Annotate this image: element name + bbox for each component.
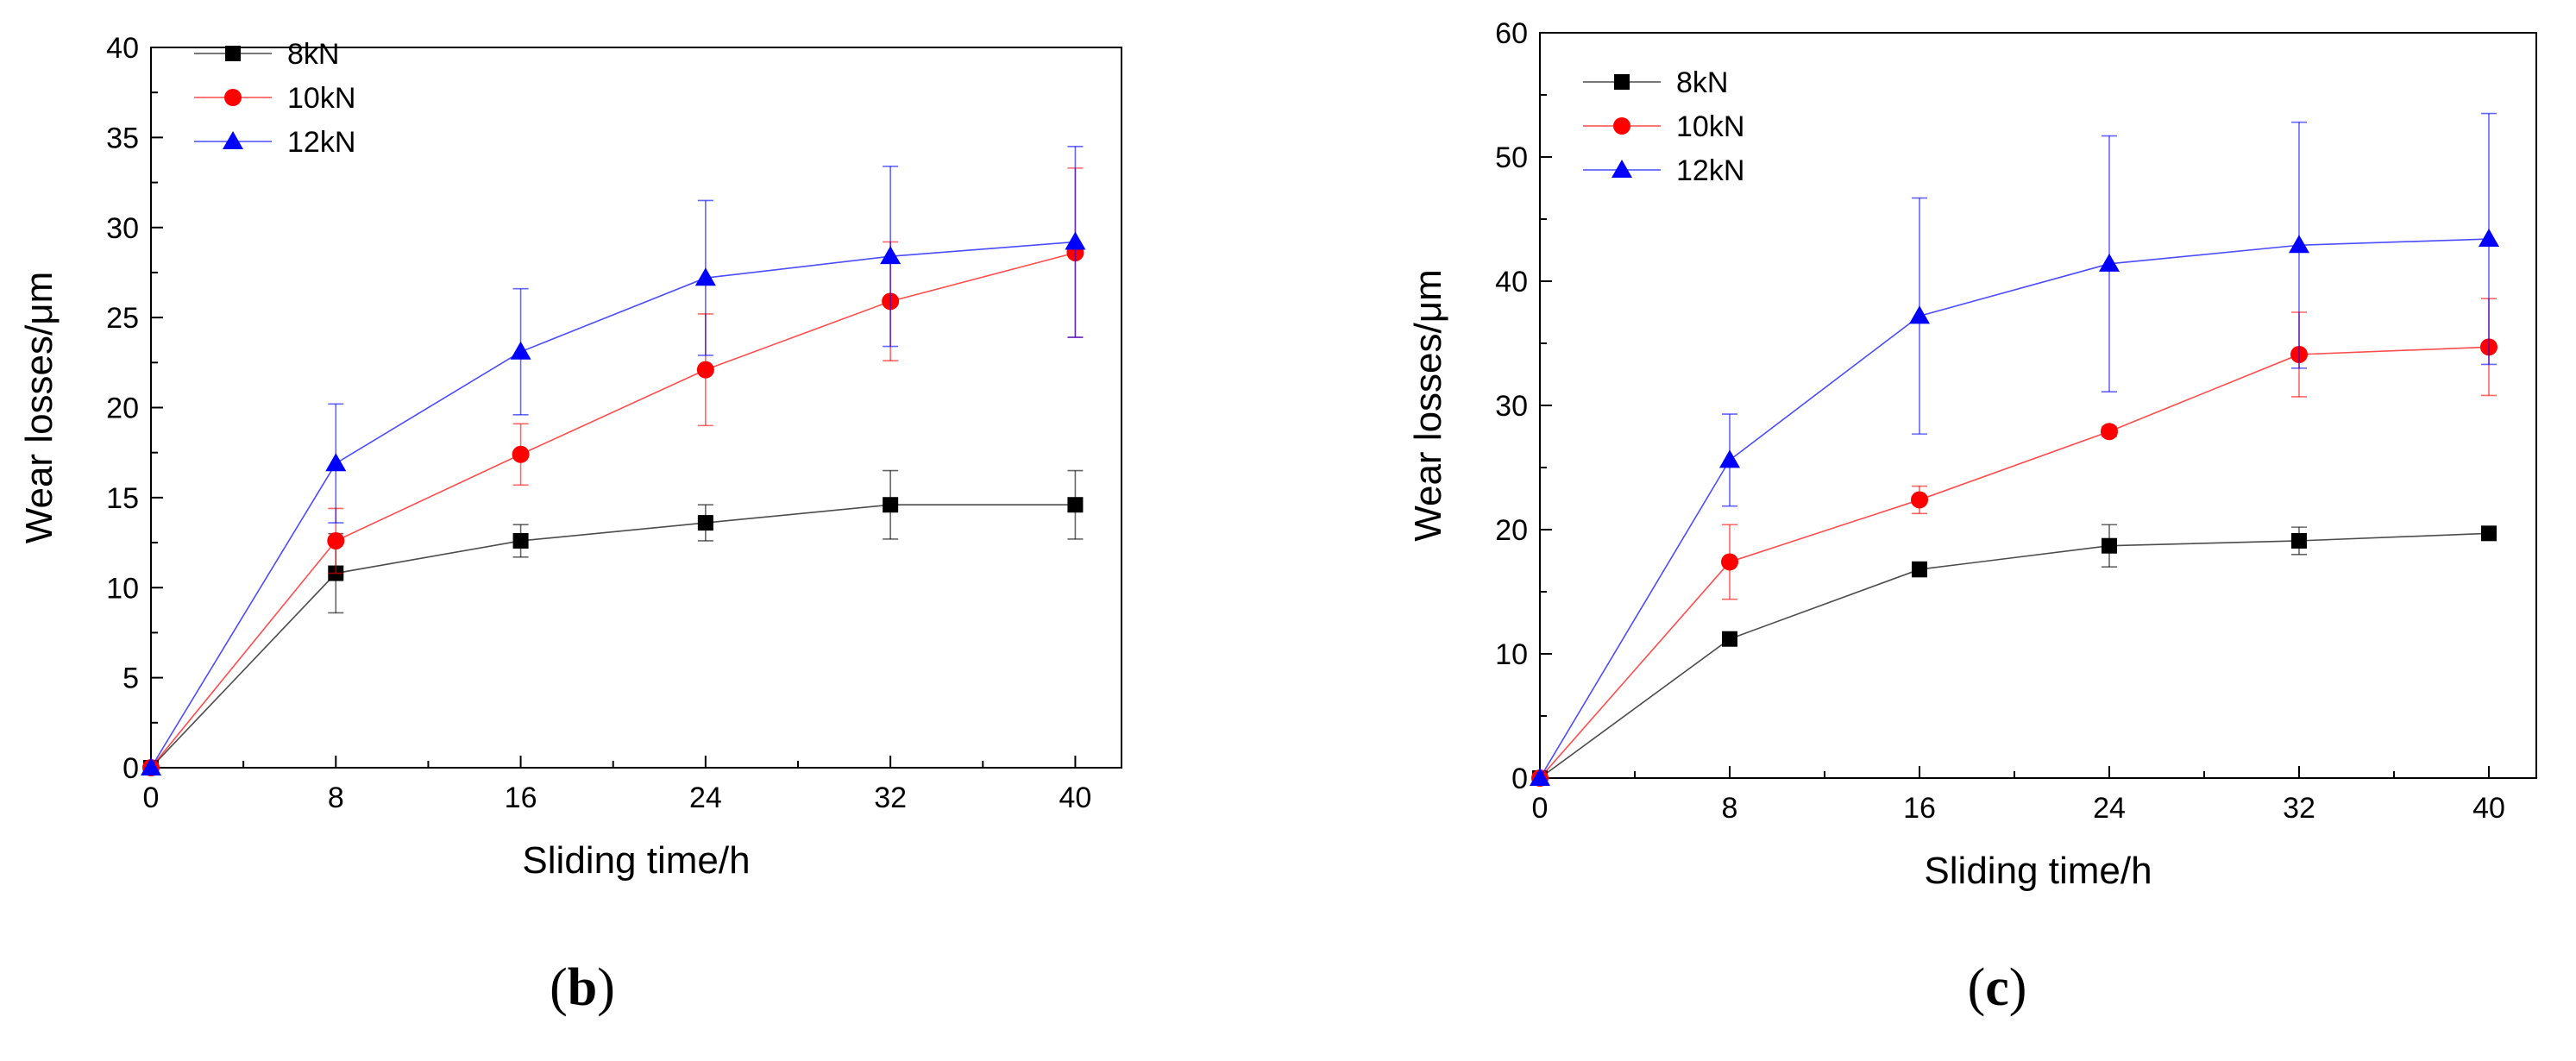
- series-line-8kN: [1539, 532, 2490, 779]
- x-axis-title: Sliding time/h: [1924, 850, 2152, 892]
- y-tick-label: 40: [106, 32, 139, 65]
- series-line-8kN: [150, 504, 1076, 769]
- y-tick-label: 40: [1495, 266, 1528, 298]
- legend-marker-8kN: [1614, 74, 1630, 90]
- data-point-8kN: [697, 515, 713, 531]
- data-point-8kN: [1722, 631, 1737, 647]
- panel-caption: (b): [550, 958, 615, 1017]
- data-point-10kN: [2101, 423, 2118, 441]
- series-8kN: [1532, 524, 2497, 786]
- series-12kN: [1530, 112, 2499, 786]
- y-tick-label: 20: [106, 392, 139, 425]
- chart-panel-c: 0 8 16 24 32 40 0 10 20 30 40 50 60 Sliding time/h Wea…: [1407, 17, 2537, 1017]
- legend-label-10kN: 10kN: [1676, 110, 1744, 143]
- series-line-12kN: [150, 241, 1076, 769]
- series-12kN: [141, 146, 1086, 775]
- data-point-12kN: [325, 453, 347, 472]
- data-point-8kN: [883, 497, 899, 513]
- legend: 8kN 10kN 12kN: [194, 38, 355, 159]
- y-tick-label: 35: [106, 122, 139, 154]
- data-point-12kN: [694, 267, 716, 286]
- series-10kN: [142, 167, 1084, 776]
- y-tick-label: 50: [1495, 141, 1528, 174]
- legend-marker-10kN: [224, 89, 242, 106]
- series-line-12kN: [1539, 238, 2490, 779]
- series-line-10kN: [150, 252, 1076, 769]
- data-point-8kN: [2291, 532, 2307, 549]
- legend-label-8kN: 8kN: [287, 38, 339, 71]
- panel-caption: (c): [1968, 958, 2027, 1017]
- x-tick-label: 0: [1532, 792, 1549, 825]
- data-point-12kN: [2099, 253, 2120, 272]
- x-tick-label: 40: [2472, 792, 2505, 825]
- x-tick-label: 24: [689, 782, 722, 814]
- data-point-12kN: [2289, 235, 2309, 254]
- y-axis-title: Wear losses/μm: [1407, 269, 1449, 542]
- series-8kN: [143, 469, 1084, 775]
- data-point-10kN: [327, 531, 345, 549]
- data-point-10kN: [696, 361, 714, 379]
- data-point-12kN: [2479, 229, 2499, 248]
- legend: 8kN 10kN 12kN: [1583, 66, 1744, 187]
- x-tick-label: 16: [505, 782, 537, 814]
- data-point-8kN: [2481, 525, 2497, 542]
- y-tick-label: 0: [123, 752, 139, 785]
- x-tick-label: 0: [143, 782, 160, 814]
- legend-marker-8kN: [225, 46, 241, 61]
- data-point-8kN: [512, 532, 529, 549]
- y-tick-label: 0: [1511, 763, 1528, 795]
- y-tick-label: 60: [1495, 17, 1528, 50]
- x-tick-label: 8: [328, 782, 344, 814]
- legend-marker-10kN: [1613, 117, 1630, 135]
- data-point-10kN: [1721, 553, 1738, 571]
- data-point-12kN: [1065, 231, 1086, 250]
- y-tick-label: 15: [106, 482, 139, 515]
- legend-label-10kN: 10kN: [287, 82, 355, 115]
- x-axis-title: Sliding time/h: [522, 839, 750, 882]
- y-tick-label: 5: [123, 662, 139, 695]
- series-line-10kN: [1539, 346, 2490, 779]
- data-point-10kN: [512, 445, 530, 463]
- chart-panel-b: 0 8 16 24 32 40 0 5 10 15 20 25 30 35 40 Sliding time/h…: [18, 32, 1122, 1017]
- x-tick-label: 8: [1722, 792, 1738, 825]
- legend-label-12kN: 12kN: [287, 126, 355, 159]
- plot-frame: [1539, 32, 2537, 779]
- x-tick-label: 40: [1059, 782, 1092, 814]
- legend-label-8kN: 8kN: [1676, 66, 1728, 99]
- data-point-8kN: [2102, 537, 2117, 554]
- x-tick-label: 32: [2283, 792, 2315, 825]
- y-tick-label: 30: [106, 212, 139, 245]
- x-tick-label: 24: [2093, 792, 2126, 825]
- data-point-12kN: [1909, 305, 1930, 324]
- data-point-8kN: [1067, 497, 1084, 513]
- x-tick-label: 32: [874, 782, 907, 814]
- legend-label-12kN: 12kN: [1676, 154, 1744, 187]
- y-tick-label: 10: [1495, 638, 1528, 671]
- y-tick-label: 10: [106, 572, 139, 605]
- y-tick-label: 20: [1495, 514, 1528, 547]
- data-point-12kN: [1719, 449, 1740, 468]
- y-tick-label: 30: [1495, 390, 1528, 423]
- data-point-12kN: [880, 246, 902, 265]
- x-tick-label: 16: [1903, 792, 1936, 825]
- series-10kN: [1531, 298, 2497, 787]
- data-point-12kN: [510, 341, 531, 360]
- data-point-12kN: [1530, 768, 1550, 786]
- data-point-10kN: [1911, 491, 1928, 509]
- y-axis-title: Wear losses/μm: [18, 272, 60, 544]
- legend-marker-12kN: [223, 131, 243, 149]
- data-point-8kN: [1912, 562, 1927, 578]
- y-tick-label: 25: [106, 302, 139, 335]
- data-point-12kN: [141, 757, 161, 775]
- legend-marker-12kN: [1612, 160, 1632, 178]
